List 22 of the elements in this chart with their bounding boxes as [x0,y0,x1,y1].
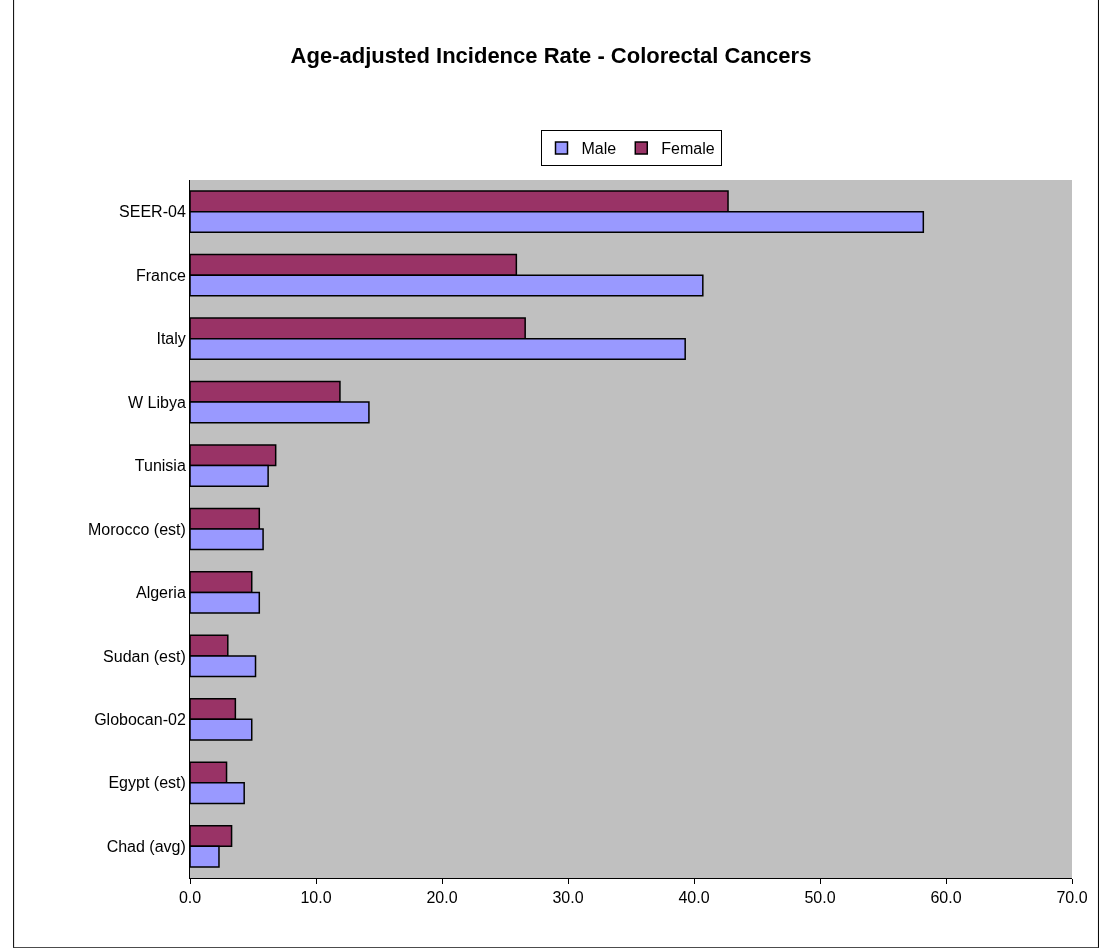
x-tick-label: 0.0 [178,889,202,907]
x-tick-label: 30.0 [552,889,584,907]
y-tick-label: Sudan (est) [103,647,186,665]
y-tick-label: Chad (avg) [106,837,186,855]
y-tick-label: Egypt (est) [108,774,186,792]
x-tick-label: 40.0 [678,889,710,907]
y-tick-label: Italy [156,330,186,348]
x-tick-label: 10.0 [300,889,332,907]
chart-title: Age-adjusted Incidence Rate - Colorectal Cancers [290,42,812,68]
legend-label: Male [581,140,617,158]
y-tick-label: Globocan-02 [94,710,186,728]
y-tick-label: Algeria [135,584,186,602]
x-tick-label: 60.0 [930,889,962,907]
y-tick-label: W Libya [128,393,186,411]
x-tick-label: 50.0 [804,889,836,907]
y-tick-label: France [136,266,186,284]
y-tick-label: Morocco (est) [88,520,186,538]
legend-label: Female [661,140,715,158]
y-tick-label: Tunisia [134,457,186,475]
x-tick-label: 70.0 [1056,889,1088,907]
x-tick-label: 20.0 [426,889,458,907]
y-tick-label: SEER-04 [119,203,186,221]
